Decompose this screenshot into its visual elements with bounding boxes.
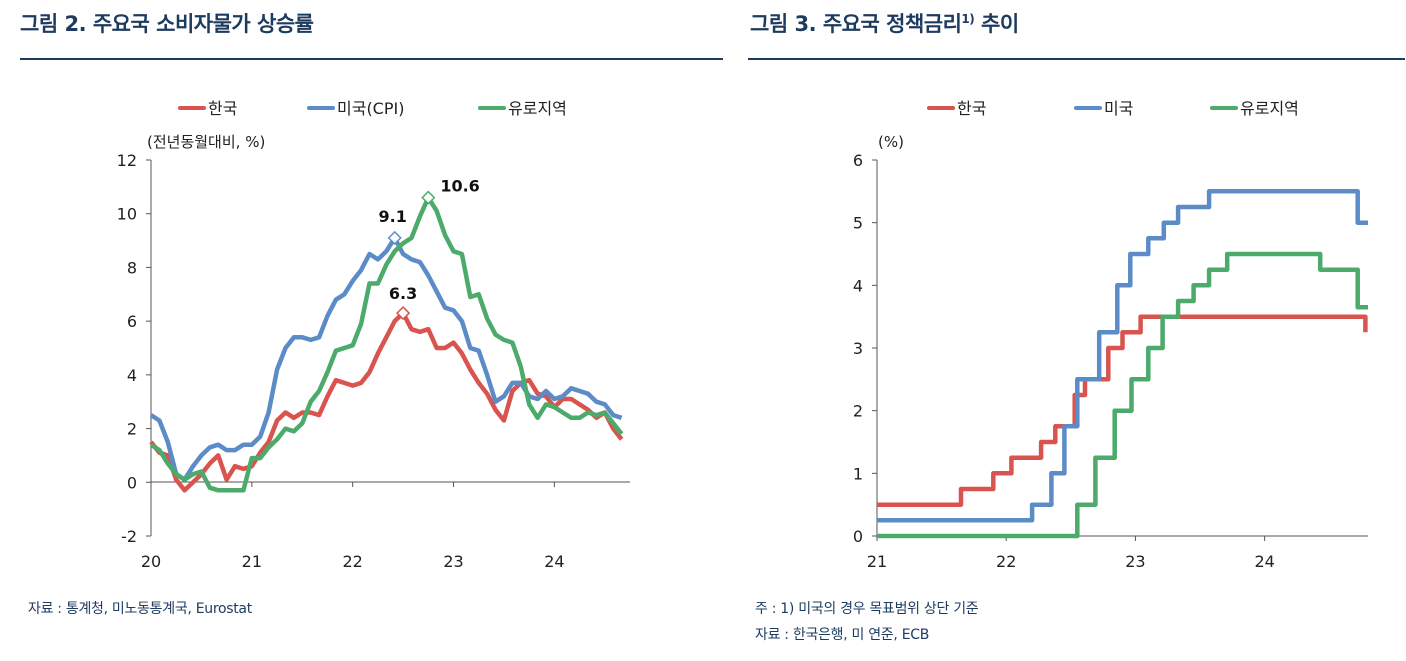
y-tick-label: 5: [853, 214, 863, 233]
y-tick-label: 12: [117, 151, 137, 170]
x-tick-label: 23: [1125, 552, 1145, 571]
x-tick-label: 21: [242, 552, 262, 571]
y-tick-label: 4: [127, 366, 137, 385]
data-label: 9.1: [379, 207, 407, 226]
source-note: 자료 : 한국은행, 미 연준, ECB: [755, 627, 930, 643]
series-line: [149, 310, 624, 493]
title-divider: [748, 58, 1405, 60]
y-tick-label: 0: [127, 473, 137, 492]
legend-label: 유로지역: [1240, 99, 1299, 118]
footnote: 주 : 1) 미국의 경우 목표범위 상단 기준: [755, 601, 979, 617]
legend-label: 한국: [208, 99, 237, 118]
peak-marker: [421, 190, 436, 205]
series-line: [149, 235, 623, 482]
x-tick-label: 20: [141, 552, 161, 571]
legend-label: 미국(CPI): [337, 99, 404, 118]
x-tick-label: 22: [343, 552, 363, 571]
y-tick-label: 2: [853, 402, 863, 421]
chart-title: 그림 2. 주요국 소비자물가 상승률: [20, 12, 314, 36]
data-label: 6.3: [389, 284, 417, 303]
source-note: 자료 : 통계청, 미노동통계국, Eurostat: [28, 601, 252, 617]
peak-marker: [396, 306, 411, 321]
x-tick-label: 23: [443, 552, 463, 571]
series-line: [149, 195, 624, 493]
y-tick-label: 6: [127, 312, 137, 331]
y-axis-label: (전년동월대비, %): [147, 133, 265, 151]
legend-label: 유로지역: [508, 99, 567, 118]
cpi-chart-panel: 그림 2. 주요국 소비자물가 상승률 한국 미국(CPI) 유로지역 (전년동월대비…: [20, 12, 723, 617]
y-axis-label: (%): [878, 133, 904, 151]
x-tick-label: 24: [1254, 552, 1274, 571]
data-label: 10.6: [440, 177, 479, 196]
series-line: [877, 189, 1368, 523]
chart-title: 그림 3. 주요국 정책금리1) 추이: [750, 12, 1019, 36]
x-tick-label: 24: [544, 552, 564, 571]
series-line: [877, 251, 1368, 539]
x-tick-label: 22: [996, 552, 1016, 571]
footnote-marker: 1): [961, 12, 975, 26]
legend-label: 한국: [957, 99, 986, 118]
y-tick-label: 0: [853, 527, 863, 546]
y-tick-label: -2: [121, 527, 137, 546]
y-tick-label: 10: [117, 205, 137, 224]
y-tick-label: 4: [853, 276, 863, 295]
y-tick-label: 8: [127, 258, 137, 277]
policy-rate-chart-panel: 그림 3. 주요국 정책금리1) 추이 한국 미국 유로지역 (%) 0 1 2 3 4 5 6 21…: [745, 0, 1406, 661]
title-divider: [20, 58, 723, 60]
y-tick-label: 3: [853, 339, 863, 358]
x-tick-label: 21: [867, 552, 887, 571]
legend-label: 미국: [1104, 99, 1133, 118]
peak-marker: [387, 230, 402, 245]
y-tick-label: 1: [853, 464, 863, 483]
y-tick-label: 2: [127, 420, 137, 439]
y-tick-label: 6: [853, 151, 863, 170]
